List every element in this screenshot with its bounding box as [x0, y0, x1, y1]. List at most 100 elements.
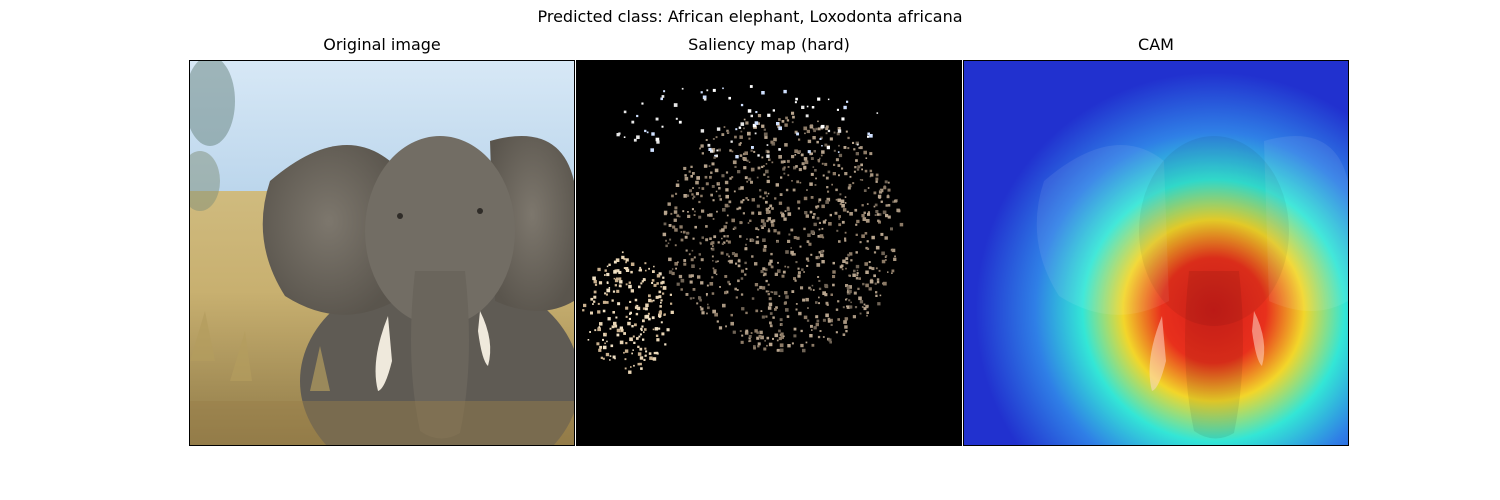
saliency-speck — [785, 250, 789, 254]
saliency-speck — [660, 299, 663, 302]
saliency-speck — [740, 200, 744, 204]
saliency-speck — [711, 162, 715, 166]
saliency-speck — [887, 204, 891, 207]
saliency-speck — [672, 225, 676, 229]
saliency-speck — [817, 276, 820, 278]
saliency-speck — [828, 338, 832, 342]
saliency-speck — [748, 340, 750, 343]
saliency-speck — [852, 273, 856, 277]
saliency-speck — [816, 263, 821, 267]
saliency-speck — [637, 345, 640, 348]
saliency-speck — [683, 166, 687, 170]
saliency-speck — [593, 279, 597, 284]
saliency-speck — [668, 224, 672, 227]
saliency-speck — [761, 91, 765, 95]
saliency-speck — [867, 211, 870, 214]
saliency-speck — [832, 270, 836, 274]
saliency-speck — [763, 272, 767, 276]
saliency-speck — [582, 309, 585, 312]
saliency-speck — [705, 293, 708, 295]
saliency-speck — [774, 308, 777, 311]
saliency-speck — [750, 167, 755, 172]
saliency-speck — [837, 127, 841, 131]
saliency-speck — [683, 262, 687, 266]
saliency-speck — [656, 140, 660, 144]
saliency-speck — [786, 206, 790, 210]
saliency-speck — [713, 235, 717, 239]
saliency-speck — [691, 274, 694, 278]
saliency-speck — [658, 315, 661, 318]
saliency-speck — [755, 240, 760, 245]
saliency-speck — [748, 335, 752, 338]
saliency-speck — [883, 281, 887, 286]
saliency-speck — [739, 235, 742, 238]
saliency-speck — [801, 162, 805, 166]
saliency-speck — [707, 306, 710, 310]
saliency-speck — [663, 222, 667, 226]
saliency-speck — [712, 138, 715, 140]
saliency-speck — [852, 315, 856, 319]
saliency-speck — [785, 116, 788, 120]
saliency-speck — [837, 127, 840, 129]
saliency-speck — [674, 262, 678, 266]
saliency-speck — [762, 267, 766, 271]
saliency-speck — [844, 237, 847, 240]
saliency-speck — [603, 345, 607, 350]
saliency-speck — [739, 221, 743, 225]
saliency-speck — [816, 319, 820, 323]
saliency-speck — [893, 257, 897, 261]
saliency-speck — [725, 194, 729, 199]
saliency-speck — [589, 331, 591, 333]
saliency-speck — [859, 300, 864, 304]
saliency-speck — [625, 267, 629, 271]
saliency-speck — [773, 291, 778, 295]
saliency-speck — [605, 301, 609, 304]
saliency-speck — [787, 174, 790, 177]
saliency-speck — [684, 176, 689, 181]
saliency-speck — [824, 219, 827, 222]
saliency-speck — [816, 205, 820, 208]
saliency-speck — [772, 337, 774, 340]
saliency-speck — [641, 280, 644, 283]
saliency-speck — [778, 155, 782, 159]
saliency-speck — [652, 357, 657, 361]
saliency-speck — [702, 95, 707, 100]
saliency-speck — [632, 349, 634, 351]
saliency-speck — [844, 239, 847, 242]
saliency-speck — [609, 327, 612, 330]
saliency-speck — [821, 124, 825, 129]
saliency-speck — [686, 194, 690, 197]
saliency-speck — [682, 210, 685, 213]
saliency-speck — [856, 274, 859, 277]
saliency-speck — [773, 137, 777, 142]
saliency-speck — [884, 236, 888, 240]
saliency-speck — [810, 124, 813, 128]
saliency-speck — [648, 298, 652, 303]
saliency-speck — [750, 114, 753, 118]
saliency-speck — [860, 163, 863, 167]
saliency-speck — [873, 274, 876, 278]
saliency-speck — [643, 278, 646, 282]
saliency-speck — [819, 234, 824, 238]
saliency-speck — [596, 342, 600, 346]
saliency-speck — [798, 150, 801, 153]
saliency-speck — [693, 214, 696, 216]
saliency-speck — [662, 292, 665, 295]
saliency-speck — [669, 293, 672, 296]
saliency-speck — [870, 173, 874, 177]
saliency-speck — [753, 346, 756, 350]
saliency-speck — [754, 329, 758, 333]
saliency-speck — [643, 331, 645, 333]
saliency-speck — [716, 127, 721, 131]
saliency-speck — [771, 142, 776, 146]
saliency-speck — [847, 186, 851, 190]
saliency-speck — [878, 269, 881, 272]
saliency-speck — [875, 173, 879, 177]
saliency-speck — [624, 367, 627, 370]
saliency-speck — [737, 264, 741, 268]
saliency-speck — [756, 204, 760, 208]
saliency-speck — [853, 291, 857, 295]
saliency-speck — [705, 238, 709, 242]
saliency-speck — [745, 329, 749, 333]
saliency-speck — [784, 291, 788, 295]
